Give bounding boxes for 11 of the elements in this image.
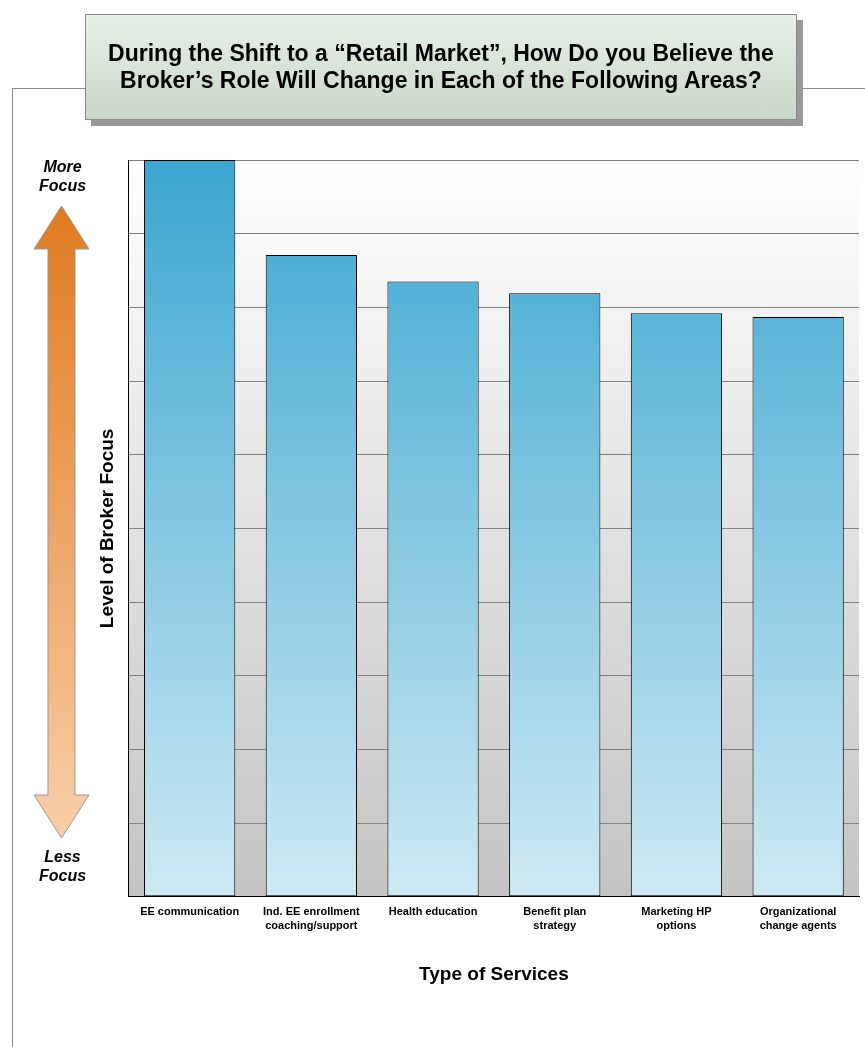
x-tick-label: Organizational change agents <box>759 905 837 931</box>
x-tick-label: Marketing HP options <box>641 905 712 931</box>
x-axis-title: Type of Services <box>419 962 569 984</box>
text: Less Focus <box>37 847 88 885</box>
x-tick-label: Benefit plan strategy <box>523 905 587 931</box>
x-tick-label: Health education <box>388 905 478 918</box>
text: More Focus <box>37 157 88 195</box>
chart-title: During the Shift to a “Retail Market”, How Do you Believe the Broker’s Role Will Change in Each of the Following Areas? <box>107 40 775 94</box>
x-tick-label: EE communication <box>140 905 240 918</box>
y-axis-title: Level of Broker Focus <box>95 428 117 629</box>
x-tick-label: Ind. EE enrollment coaching/support <box>263 905 360 931</box>
